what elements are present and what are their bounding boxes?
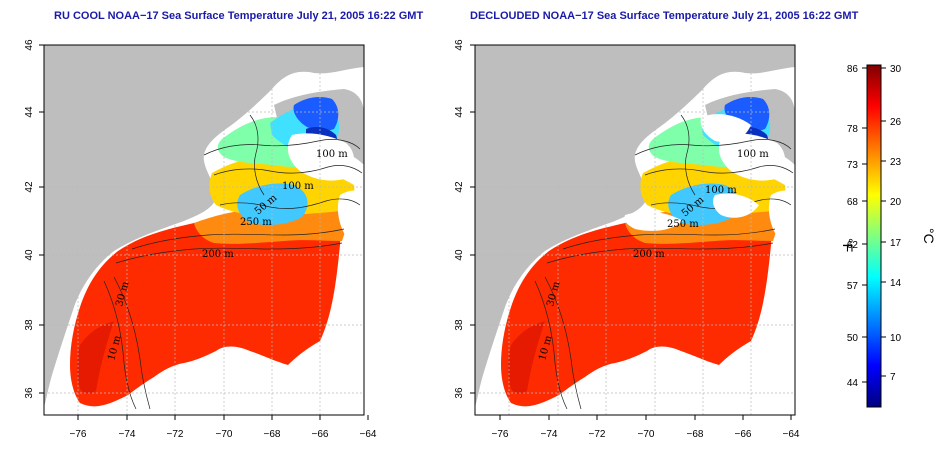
fahrenheit-tick: 50 xyxy=(847,333,859,344)
panel-right-map: 100 m 100 m 50 m 250 m 200 m 30 m 10 m − xyxy=(454,39,800,440)
lat-tick-label: 36 xyxy=(24,387,35,399)
contour-label: 250 m xyxy=(240,217,272,228)
temperature-colorbar: 86 78 73 68 62 57 50 44 30 26 23 20 17 1… xyxy=(840,64,937,408)
fahrenheit-tick: 86 xyxy=(847,64,859,75)
celsius-tick: 10 xyxy=(890,333,902,344)
contour-label: 100 m xyxy=(705,185,737,196)
lon-tick-label: −70 xyxy=(216,429,233,440)
celsius-tick: 30 xyxy=(890,64,902,75)
panel-left-map: 100 m 100 m 50 m 250 m 200 m 30 m 10 m xyxy=(24,39,377,440)
contour-label: 200 m xyxy=(202,249,234,260)
lon-tick-label: −66 xyxy=(312,429,329,440)
panel-right-title: DECLOUDED NOAA−17 Sea Surface Temperatur… xyxy=(470,10,859,22)
fahrenheit-tick: 62 xyxy=(847,240,859,251)
lat-tick-label: 46 xyxy=(24,39,35,51)
celsius-tick: 23 xyxy=(890,157,902,168)
lon-tick-label: −76 xyxy=(70,429,87,440)
contour-label: 100 m xyxy=(282,181,314,192)
lat-tick-label: 42 xyxy=(24,181,35,193)
lat-tick-label: 46 xyxy=(454,39,465,51)
panel-left-title: RU COOL NOAA−17 Sea Surface Temperature … xyxy=(54,10,424,22)
lon-tick-label: −70 xyxy=(638,429,655,440)
lon-tick-label: −68 xyxy=(687,429,704,440)
celsius-tick: 26 xyxy=(890,117,902,128)
lat-tick-label: 40 xyxy=(454,249,465,261)
celsius-tick: 20 xyxy=(890,197,902,208)
lat-tick-label: 36 xyxy=(454,387,465,399)
lat-tick-label: 44 xyxy=(24,106,35,118)
celsius-unit: °C xyxy=(921,228,937,244)
lon-tick-label: −68 xyxy=(264,429,281,440)
fahrenheit-tick: 57 xyxy=(847,281,859,292)
fahrenheit-unit: °F xyxy=(840,238,856,252)
lat-tick-label: 38 xyxy=(24,319,35,331)
lat-tick-label: 42 xyxy=(454,181,465,193)
fahrenheit-tick: 78 xyxy=(847,124,859,135)
lat-tick-label: 38 xyxy=(454,319,465,331)
lon-tick-label: −64 xyxy=(783,429,800,440)
contour-label: 200 m xyxy=(633,249,665,260)
fahrenheit-tick: 73 xyxy=(847,160,859,171)
fahrenheit-tick: 44 xyxy=(847,378,859,389)
fahrenheit-tick: 68 xyxy=(847,197,859,208)
lon-tick-label: −72 xyxy=(167,429,184,440)
celsius-tick: 7 xyxy=(890,372,896,383)
lon-tick-label: −74 xyxy=(119,429,136,440)
contour-label: 100 m xyxy=(316,149,348,160)
lat-tick-label: 44 xyxy=(454,106,465,118)
contour-label: 250 m xyxy=(667,219,699,230)
contour-label: 100 m xyxy=(737,149,769,160)
lon-tick-label: −76 xyxy=(492,429,509,440)
lat-tick-label: 40 xyxy=(24,249,35,261)
lon-tick-label: −66 xyxy=(735,429,752,440)
celsius-tick: 14 xyxy=(890,278,902,289)
lon-tick-label: −72 xyxy=(589,429,606,440)
lon-tick-label: −74 xyxy=(541,429,558,440)
lon-tick-label: −64 xyxy=(360,429,377,440)
celsius-tick: 17 xyxy=(890,238,902,249)
